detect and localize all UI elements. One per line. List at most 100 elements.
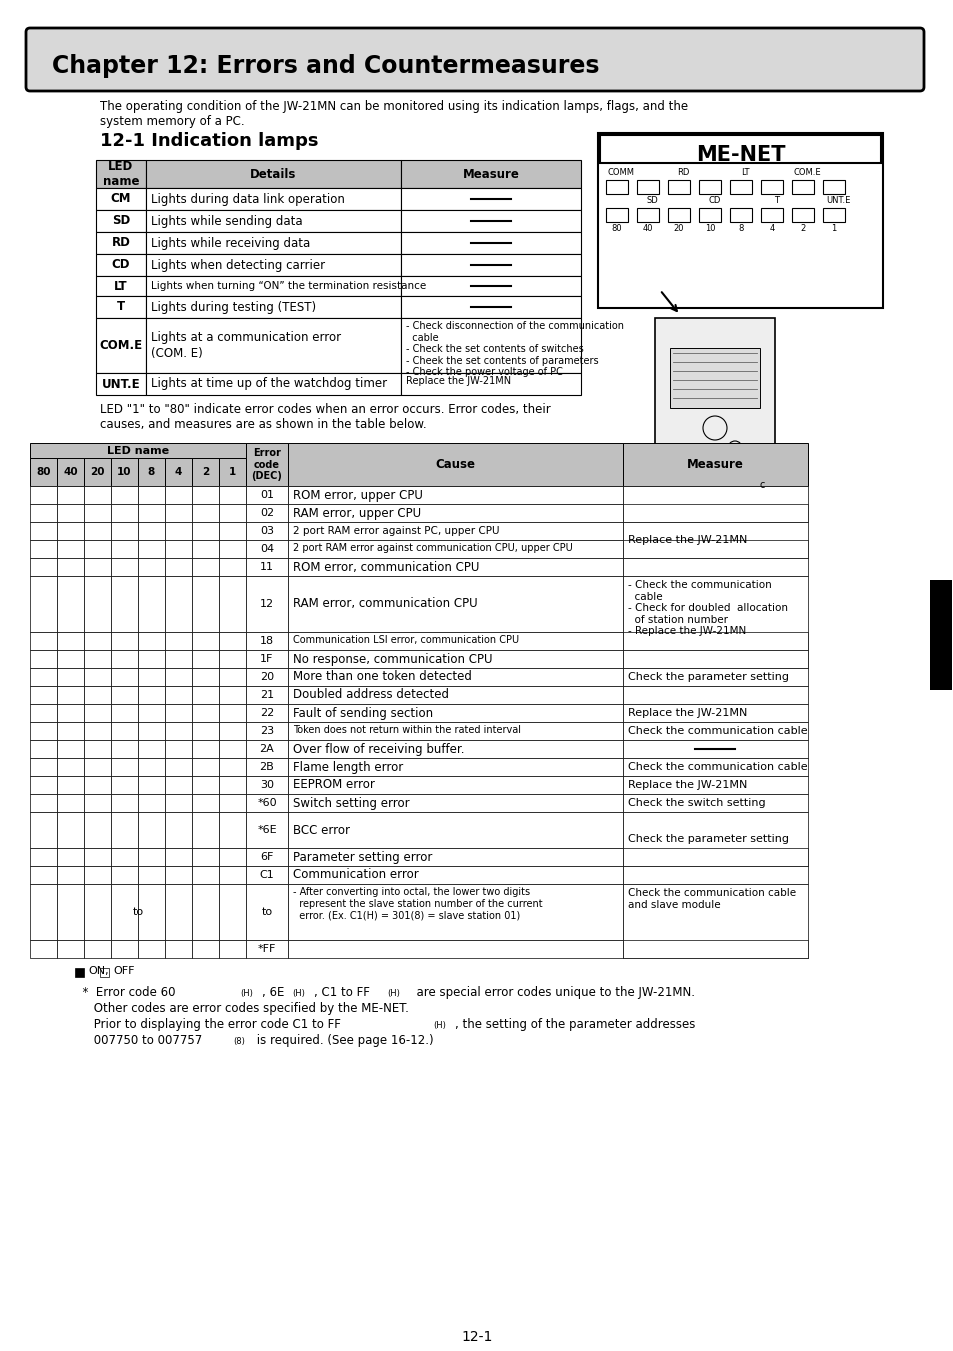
Text: 23: 23 — [259, 725, 274, 736]
Text: COM.E: COM.E — [793, 168, 821, 177]
Bar — [165, 866, 192, 884]
Bar — [246, 504, 288, 521]
Text: 20: 20 — [259, 671, 274, 682]
Bar — [146, 276, 400, 296]
Bar — [246, 866, 288, 884]
Text: to: to — [132, 907, 143, 917]
Bar — [219, 740, 246, 758]
Text: More than one token detected: More than one token detected — [293, 670, 472, 684]
Text: Check the communication cable
and slave module: Check the communication cable and slave … — [627, 888, 796, 909]
Text: Check the parameter setting: Check the parameter setting — [627, 671, 788, 682]
Bar — [138, 812, 165, 848]
Bar — [667, 208, 689, 222]
Bar — [165, 848, 192, 866]
Text: 12-1 Indication lamps: 12-1 Indication lamps — [100, 132, 318, 150]
Bar — [84, 504, 111, 521]
Text: EEPROM error: EEPROM error — [293, 778, 375, 792]
Bar — [30, 758, 57, 775]
Bar — [400, 232, 580, 254]
Text: RAM error, communication CPU: RAM error, communication CPU — [293, 597, 477, 611]
Bar — [219, 794, 246, 812]
Bar — [138, 486, 165, 504]
Text: Check the communication cable: Check the communication cable — [627, 725, 807, 736]
Bar — [165, 558, 192, 576]
Text: 1: 1 — [830, 224, 836, 232]
Bar — [111, 686, 138, 704]
Bar — [246, 740, 288, 758]
Bar — [30, 686, 57, 704]
Bar — [192, 812, 219, 848]
Text: 007750 to 007757: 007750 to 007757 — [75, 1034, 202, 1047]
Bar — [57, 740, 84, 758]
Bar — [84, 632, 111, 650]
Bar — [75, 969, 84, 977]
Bar — [246, 940, 288, 958]
Text: 4: 4 — [768, 224, 774, 232]
Text: Doubled address detected: Doubled address detected — [293, 689, 449, 701]
Bar — [192, 775, 219, 794]
Bar — [192, 794, 219, 812]
Bar — [57, 576, 84, 632]
Bar — [146, 317, 400, 373]
Bar — [165, 667, 192, 686]
Text: RD: RD — [112, 236, 131, 250]
Text: LED "1" to "80" indicate error codes when an error occurs. Error codes, their
ca: LED "1" to "80" indicate error codes whe… — [100, 403, 550, 431]
Bar — [57, 558, 84, 576]
Text: is required. (See page 16-12.): is required. (See page 16-12.) — [253, 1034, 434, 1047]
Bar — [57, 866, 84, 884]
Bar — [246, 721, 288, 740]
Bar — [57, 775, 84, 794]
Bar — [622, 576, 807, 667]
Bar — [111, 940, 138, 958]
Bar — [288, 558, 622, 576]
Bar — [622, 704, 807, 721]
Bar — [138, 632, 165, 650]
Text: Other codes are error codes specified by the ME-NET.: Other codes are error codes specified by… — [75, 1002, 409, 1015]
Bar — [219, 775, 246, 794]
Bar — [30, 521, 57, 540]
Text: *FF: *FF — [257, 944, 276, 954]
Bar — [165, 758, 192, 775]
Text: 80: 80 — [36, 467, 51, 477]
Bar — [96, 159, 146, 188]
Bar — [111, 794, 138, 812]
Bar — [165, 740, 192, 758]
Bar — [246, 540, 288, 558]
Bar — [219, 504, 246, 521]
Bar — [288, 667, 622, 686]
Bar — [84, 540, 111, 558]
Bar — [219, 458, 246, 486]
Text: 40: 40 — [642, 224, 653, 232]
Text: Lights while receiving data: Lights while receiving data — [151, 236, 310, 250]
Bar — [30, 848, 57, 866]
Bar — [192, 848, 219, 866]
Text: Chapter 12: Errors and Countermeasures: Chapter 12: Errors and Countermeasures — [52, 54, 598, 77]
Bar — [288, 540, 622, 558]
Bar — [669, 349, 760, 408]
Text: The operating condition of the JW-21MN can be monitored using its indication lam: The operating condition of the JW-21MN c… — [100, 100, 687, 128]
Text: 20: 20 — [91, 467, 105, 477]
Text: Lights when turning “ON” the termination resistance: Lights when turning “ON” the termination… — [151, 281, 426, 290]
Bar — [192, 740, 219, 758]
Bar — [111, 775, 138, 794]
Bar — [622, 775, 807, 794]
Bar — [165, 940, 192, 958]
Bar — [622, 632, 807, 650]
Bar — [84, 812, 111, 848]
Text: Measure: Measure — [462, 168, 518, 181]
Bar — [637, 208, 659, 222]
Bar — [138, 740, 165, 758]
Bar — [246, 632, 288, 650]
Bar — [57, 721, 84, 740]
Bar — [30, 576, 57, 632]
Bar — [219, 667, 246, 686]
Bar — [219, 866, 246, 884]
Bar — [84, 866, 111, 884]
Text: Replace the JW-21MN: Replace the JW-21MN — [627, 780, 746, 790]
Bar — [599, 135, 880, 163]
Bar — [138, 650, 165, 667]
Bar — [192, 721, 219, 740]
Bar — [622, 866, 807, 884]
Text: COM.E: COM.E — [99, 339, 142, 353]
Bar — [622, 794, 807, 812]
